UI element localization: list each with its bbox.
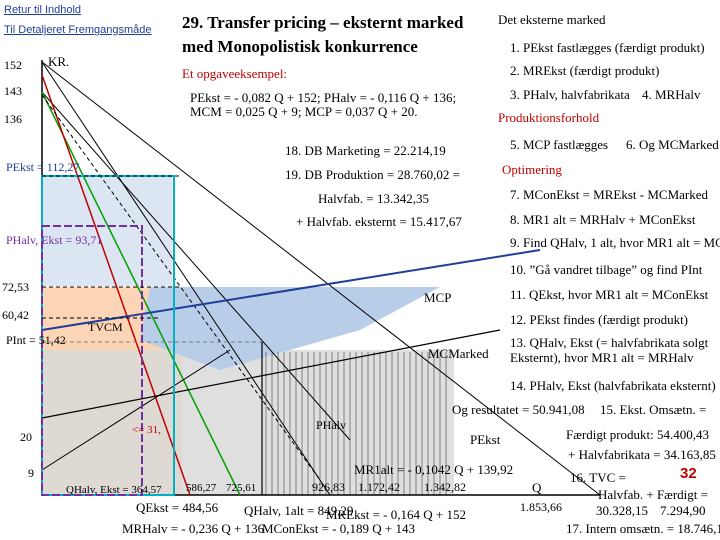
hatch-lines bbox=[265, 352, 447, 495]
step-14: 14. PHalv, Ekst (halvfabrikata eksternt) bbox=[510, 378, 716, 393]
page-title: 29. Transfer pricing – eksternt marked bbox=[182, 13, 464, 32]
omsaetning-halvfab: + Halvfabrikata = 34.163,85 bbox=[568, 447, 716, 462]
db-produktion: 19. DB Produktion = 28.760,02 = bbox=[285, 167, 461, 182]
p-int-label: PInt = 51,42 bbox=[6, 333, 66, 347]
p-ekst-curve-label: PEkst bbox=[470, 432, 501, 447]
p-halv-curve-label: PHalv bbox=[316, 418, 346, 432]
val-small: <= 31, bbox=[132, 424, 161, 436]
example-equation-2: MCM = 0,025 Q + 9; MCP = 0,037 Q + 20. bbox=[190, 104, 418, 119]
p-halv-line bbox=[41, 91, 351, 441]
back-to-index-link[interactable]: Retur til Indhold bbox=[4, 4, 82, 16]
omsaetning-val-3: 7.294,90 bbox=[660, 503, 706, 518]
omsaetning-val-2: 30.328,15 bbox=[596, 503, 648, 518]
intern-omsaetning: 17. Intern omsætn. = 18.746,19 bbox=[566, 521, 720, 536]
detailed-procedure-link[interactable]: Til Detaljeret Fremgangsmåde bbox=[4, 24, 152, 36]
samlet-resultat: Og resultatet = 50.941,08 bbox=[452, 402, 585, 417]
mcp-line bbox=[41, 249, 541, 331]
tvc-curve-label: TVCM bbox=[88, 320, 123, 334]
mr-1alt-line bbox=[41, 94, 321, 481]
ekst-omsaetning: 15. Ekst. Omsætn. = bbox=[600, 402, 707, 417]
step-5: 5. MCP fastlægges bbox=[510, 137, 609, 152]
y-tick-9: 9 bbox=[28, 466, 34, 480]
mc-marked-line bbox=[41, 329, 501, 419]
step-7: 7. MConEkst = MREkst - MCMarked bbox=[510, 187, 709, 202]
q-ekst-label: QEkst = 484,56 bbox=[136, 500, 219, 515]
p-halv-ekst-label: PHalv, Ekst = 93,71 bbox=[6, 233, 103, 247]
val-1342: 1.342,82 bbox=[424, 480, 466, 494]
q-halv-1alt-label: QHalv, 1alt = 849,29 bbox=[244, 503, 354, 518]
step-11: 11. QEkst, hvor MR1 alt = MConEkst bbox=[510, 287, 709, 302]
page-subtitle: med Monopolistisk konkurrence bbox=[182, 37, 418, 56]
y-axis-label: KR. bbox=[48, 54, 70, 69]
example-heading: Et opgaveeksempel: bbox=[182, 66, 288, 81]
mc-marked-curve-label: MCMarked bbox=[428, 346, 489, 361]
omsaetning-faerdigt: Færdigt produkt: 54.400,43 bbox=[566, 427, 710, 442]
db-marketing: 18. DB Marketing = 22.214,19 bbox=[285, 143, 446, 158]
val-725: 725,61 bbox=[226, 482, 257, 494]
step-3: 3. PHalv, halvfabrikata bbox=[510, 87, 630, 102]
step-12: 12. PEkst findes (færdigt produkt) bbox=[510, 312, 689, 327]
y-tick-60-42: 60,42 bbox=[2, 308, 29, 322]
example-equation-1: PEkst = - 0,082 Q + 152; PHalv = - 0,116… bbox=[190, 90, 457, 105]
halvfab-value: Halvfab. = 13.342,35 bbox=[318, 191, 429, 206]
step-9: 9. Find QHalv, 1 alt, hvor MR1 alt = MCP bbox=[510, 235, 720, 250]
mr-1alt-label: MR1alt = - 0,1042 Q + 139,92 bbox=[354, 462, 514, 477]
step-6: 6. Og MCMarked bbox=[626, 137, 719, 152]
y-tick-20: 20 bbox=[20, 430, 32, 444]
x-axis-label: Q bbox=[532, 480, 542, 495]
step-header-produktion: Produktionsforhold bbox=[498, 110, 600, 125]
mcon-ekst-label: MConEkst = - 0,189 Q + 143 bbox=[262, 521, 415, 536]
tvc-line bbox=[41, 349, 231, 471]
step-2: 2. MREkst (færdigt produkt) bbox=[510, 63, 660, 78]
val-1172: 1.172,42 bbox=[358, 480, 400, 494]
step-1: 1. PEkst fastlægges (færdigt produkt) bbox=[510, 40, 705, 55]
page-number: 32 bbox=[680, 465, 697, 482]
region-gray-lower bbox=[42, 350, 454, 495]
q-halv-ekst-label: QHalv, Ekst = 364,57 bbox=[66, 484, 162, 496]
step-header-marked: Det eksterne marked bbox=[498, 12, 606, 27]
omsaetning-val-1: 1.853,66 bbox=[520, 500, 562, 514]
mr-halv-label: MRHalv = - 0,236 Q + 136 bbox=[122, 521, 265, 536]
y-tick-152: 152 bbox=[4, 58, 22, 72]
halv-faerdig: Halvfab. + Færdigt = bbox=[598, 487, 708, 502]
step-10: 10. ”Gå vandret tilbage” og find PInt bbox=[510, 262, 703, 277]
tvc-label: 16. TVC = bbox=[570, 470, 626, 485]
mr-ekst-line bbox=[41, 61, 331, 496]
halvfab-ekst-value: + Halvfab. eksternt = 15.417,67 bbox=[296, 214, 462, 229]
p-halv-ekst-rect bbox=[41, 225, 143, 496]
val-586: 586,27 bbox=[186, 482, 217, 494]
step-4: 4. MRHalv bbox=[642, 87, 701, 102]
region-blue-upper bbox=[42, 176, 172, 286]
val-926: 926,83 bbox=[312, 480, 345, 494]
step-header-optimering: Optimering bbox=[502, 162, 562, 177]
y-tick-72-53: 72,53 bbox=[2, 280, 29, 294]
p-ekst-label: PEkst = 112,27 bbox=[6, 160, 80, 174]
mr-ekst-label: MREkst = - 0,164 Q + 152 bbox=[326, 507, 466, 522]
p-ekst-line bbox=[41, 61, 601, 496]
step-8: 8. MR1 alt = MRHalv + MConEkst bbox=[510, 212, 696, 227]
step-13b: Eksternt), hvor MR1 alt = MRHalv bbox=[510, 350, 694, 365]
mcon-ekst-line bbox=[41, 74, 191, 496]
mcp-curve-label: MCP bbox=[424, 290, 452, 305]
region-blue-triangle bbox=[140, 287, 440, 370]
step-13a: 13. QHalv, Ekst (= halvfabrikata solgt bbox=[510, 335, 709, 350]
y-tick-143: 143 bbox=[4, 84, 22, 98]
y-tick-136: 136 bbox=[4, 112, 22, 126]
